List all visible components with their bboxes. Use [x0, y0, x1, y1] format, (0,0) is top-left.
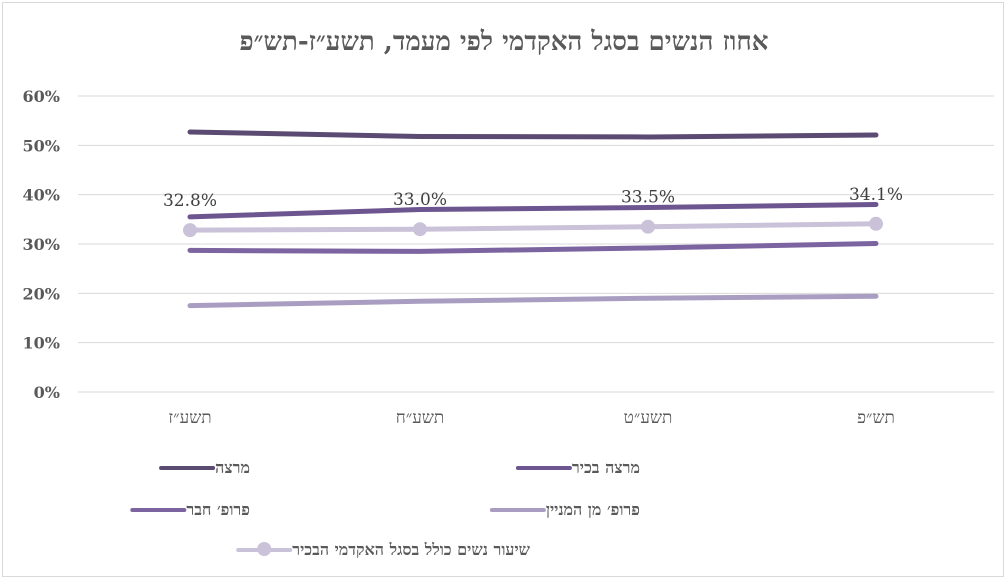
legend-swatch: [159, 466, 216, 470]
data-point: [413, 222, 427, 237]
data-label: 34.1%: [849, 185, 903, 205]
legend-swatch: [236, 542, 293, 556]
legend-item: פרופ׳ מן המניין: [488, 500, 640, 520]
data-label: 33.0%: [393, 190, 447, 210]
x-tick-label: תשע״ח: [396, 408, 445, 428]
legend-item: פרופ׳ חבר: [128, 500, 250, 520]
legend-label: פרופ׳ חבר: [186, 500, 250, 519]
legend-item: שיעור נשים כולל בסגל האקדמי הבכיר: [234, 540, 530, 560]
x-tick-label: תשע״ט: [624, 408, 673, 428]
y-tick-label: 50%: [23, 136, 60, 155]
legend-label: שיעור נשים כולל בסגל האקדמי הבכיר: [292, 540, 530, 559]
legend-swatch: [515, 466, 572, 470]
legend-marker: [257, 542, 272, 556]
data-label: 33.5%: [621, 188, 675, 208]
y-tick-label: 0%: [34, 383, 60, 402]
series-line-2: [187, 241, 879, 254]
series-line-1: [187, 202, 879, 220]
data-point: [869, 216, 883, 231]
data-point: [641, 219, 655, 234]
x-tick-label: תשע״ז: [168, 408, 211, 428]
legend-swatch: [489, 508, 546, 512]
data-point: [183, 223, 197, 238]
y-tick-label: 20%: [23, 284, 60, 303]
y-tick-label: 40%: [23, 186, 60, 205]
y-tick-label: 60%: [23, 87, 60, 106]
y-tick-label: 10%: [23, 334, 60, 353]
legend-label: מרצה: [215, 458, 250, 477]
series-line-3: [187, 293, 879, 309]
legend-item: מרצה בכיר: [514, 458, 640, 478]
data-label: 32.8%: [163, 191, 217, 211]
chart-title: אחוז הנשים בסגל האקדמי לפי מעמד, תשע״ז-ת…: [239, 27, 769, 57]
legend-label: מרצה בכיר: [571, 458, 640, 477]
series-line-4: [187, 221, 879, 233]
legend-swatch: [130, 508, 187, 512]
y-tick-label: 30%: [23, 235, 60, 254]
legend-label: פרופ׳ מן המניין: [545, 500, 640, 519]
x-tick-label: תש״פ: [857, 408, 895, 428]
legend-item: מרצה: [157, 458, 250, 478]
series-line-0: [187, 129, 879, 140]
